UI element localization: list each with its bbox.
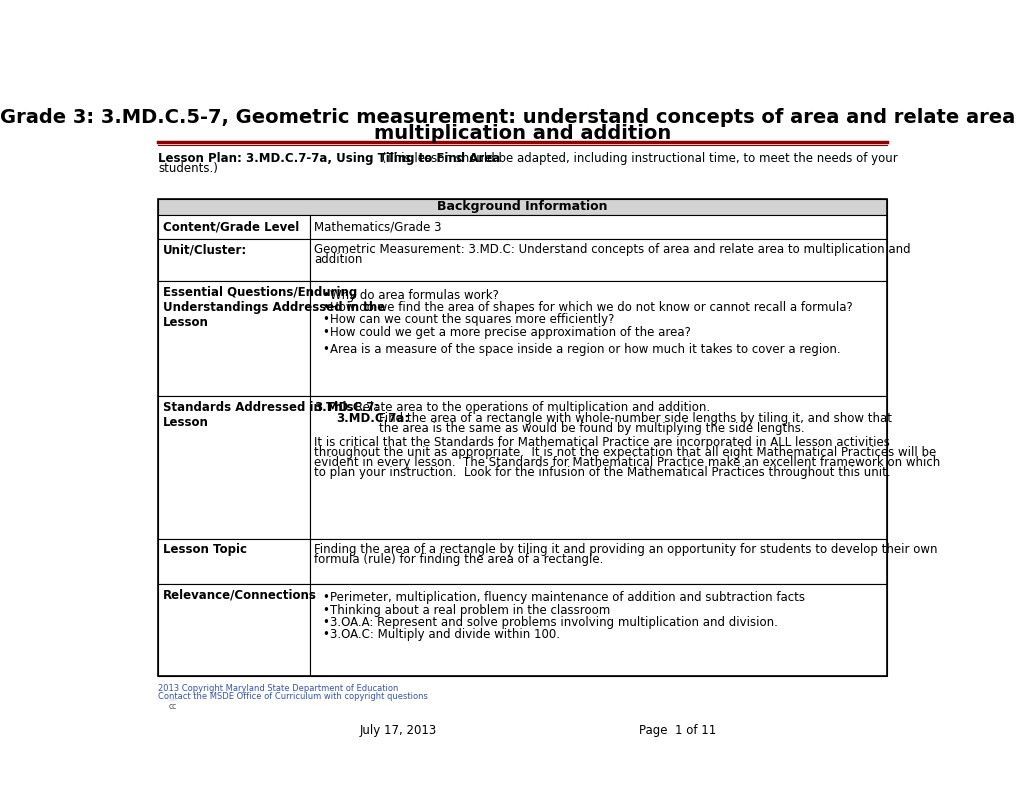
Text: How do we find the area of shapes for which we do not know or cannot recall a fo: How do we find the area of shapes for wh… bbox=[329, 301, 852, 314]
Text: Standards Addressed in This
Lesson: Standards Addressed in This Lesson bbox=[163, 401, 354, 429]
Bar bbox=[158, 239, 310, 281]
Text: Area is a measure of the space inside a region or how much it takes to cover a r: Area is a measure of the space inside a … bbox=[329, 343, 840, 355]
Text: •: • bbox=[322, 288, 328, 302]
Text: multiplication and addition: multiplication and addition bbox=[374, 124, 671, 143]
Bar bbox=[158, 583, 310, 676]
Text: students.): students.) bbox=[158, 162, 218, 175]
Text: Mathematics/Grade 3: Mathematics/Grade 3 bbox=[314, 220, 441, 233]
Text: Geometric Measurement: 3.MD.C: Understand concepts of area and relate area to mu: Geometric Measurement: 3.MD.C: Understan… bbox=[314, 243, 910, 256]
Bar bbox=[158, 215, 310, 239]
Text: Contact the MSDE Office of Curriculum with copyright questions: Contact the MSDE Office of Curriculum wi… bbox=[158, 692, 428, 701]
Text: Relevance/Connections: Relevance/Connections bbox=[163, 588, 317, 601]
Bar bbox=[158, 199, 887, 215]
Text: Grade 3: 3.MD.C.5-7, Geometric measurement: understand concepts of area and rela: Grade 3: 3.MD.C.5-7, Geometric measureme… bbox=[0, 109, 1019, 128]
Bar bbox=[158, 199, 887, 676]
Text: to plan your instruction.  Look for the infusion of the Mathematical Practices t: to plan your instruction. Look for the i… bbox=[314, 466, 890, 478]
Text: 3.MD.C.7a:: 3.MD.C.7a: bbox=[335, 412, 409, 425]
Text: the area is the same as would be found by multiplying the side lengths.: the area is the same as would be found b… bbox=[379, 422, 804, 435]
Circle shape bbox=[165, 700, 179, 714]
Text: Lesson Plan: 3.MD.C.7-7a, Using Tiling to Find Area: Lesson Plan: 3.MD.C.7-7a, Using Tiling t… bbox=[158, 151, 500, 165]
Text: Essential Questions/Enduring
Understandings Addressed in the
Lesson: Essential Questions/Enduring Understandi… bbox=[163, 285, 385, 329]
Text: evident in every lesson.  The Standards for Mathematical Practice make an excell: evident in every lesson. The Standards f… bbox=[314, 455, 940, 469]
Text: •: • bbox=[322, 604, 328, 616]
Text: 2013 Copyright Maryland State Department of Education: 2013 Copyright Maryland State Department… bbox=[158, 684, 398, 693]
Text: Background Information: Background Information bbox=[437, 200, 607, 214]
Text: It is critical that the Standards for Mathematical Practice are incorporated in : It is critical that the Standards for Ma… bbox=[314, 436, 890, 448]
Bar bbox=[310, 396, 887, 539]
Text: Thinking about a real problem in the classroom: Thinking about a real problem in the cla… bbox=[329, 604, 609, 616]
Text: How could we get a more precise approximation of the area?: How could we get a more precise approxim… bbox=[329, 325, 690, 339]
Text: (This lesson should be adapted, including instructional time, to meet the needs : (This lesson should be adapted, includin… bbox=[377, 151, 897, 165]
Text: July 17, 2013: July 17, 2013 bbox=[360, 723, 437, 737]
Text: Finding the area of a rectangle by tiling it and providing an opportunity for st: Finding the area of a rectangle by tilin… bbox=[314, 544, 936, 556]
Text: Perimeter, multiplication, fluency maintenance of addition and subtraction facts: Perimeter, multiplication, fluency maint… bbox=[329, 591, 804, 604]
Text: Relate area to the operations of multiplication and addition.: Relate area to the operations of multipl… bbox=[355, 401, 709, 414]
Text: cc: cc bbox=[168, 702, 176, 712]
Text: Page  1 of 11: Page 1 of 11 bbox=[639, 723, 715, 737]
Bar bbox=[158, 396, 310, 539]
Text: 3.OA.A: Represent and solve problems involving multiplication and division.: 3.OA.A: Represent and solve problems inv… bbox=[329, 616, 776, 629]
Text: throughout the unit as appropriate.  It is not the expectation that all eight Ma: throughout the unit as appropriate. It i… bbox=[314, 446, 935, 459]
Text: Lesson Topic: Lesson Topic bbox=[163, 544, 247, 556]
Text: 3.MD.C.7:: 3.MD.C.7: bbox=[314, 401, 379, 414]
Text: Content/Grade Level: Content/Grade Level bbox=[163, 220, 300, 233]
Text: •: • bbox=[322, 343, 328, 355]
Text: Unit/Cluster:: Unit/Cluster: bbox=[163, 243, 248, 256]
Bar bbox=[310, 239, 887, 281]
Text: •: • bbox=[322, 314, 328, 326]
Text: •: • bbox=[322, 591, 328, 604]
Text: 3.OA.C: Multiply and divide within 100.: 3.OA.C: Multiply and divide within 100. bbox=[329, 628, 559, 641]
Text: Find the area of a rectangle with whole-number side lengths by tiling it, and sh: Find the area of a rectangle with whole-… bbox=[379, 412, 892, 425]
Bar bbox=[158, 281, 310, 396]
Text: Why do area formulas work?: Why do area formulas work? bbox=[329, 288, 498, 302]
Bar bbox=[310, 281, 887, 396]
Bar bbox=[310, 215, 887, 239]
Bar bbox=[310, 583, 887, 676]
Text: •: • bbox=[322, 628, 328, 641]
Text: •: • bbox=[322, 616, 328, 629]
Text: •: • bbox=[322, 325, 328, 339]
Text: formula (rule) for finding the area of a rectangle.: formula (rule) for finding the area of a… bbox=[314, 553, 603, 567]
Text: •: • bbox=[322, 301, 328, 314]
Bar bbox=[310, 539, 887, 583]
Bar bbox=[158, 539, 310, 583]
Text: How can we count the squares more efficiently?: How can we count the squares more effici… bbox=[329, 314, 613, 326]
Text: addition: addition bbox=[314, 253, 363, 266]
